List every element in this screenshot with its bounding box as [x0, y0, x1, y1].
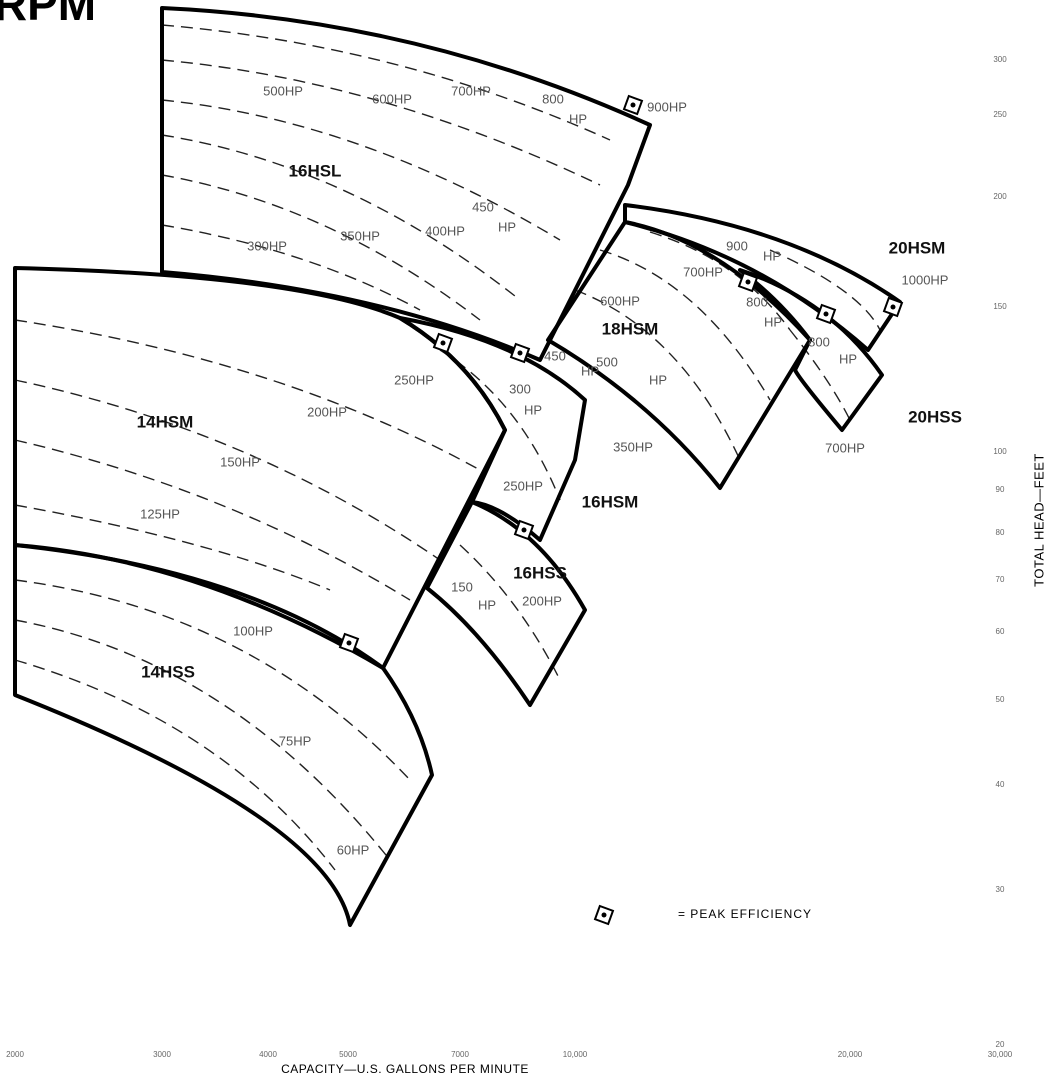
y-tick-label: 70 [996, 575, 1005, 584]
hp-label: 125HP [140, 506, 180, 521]
hp-label: 600HP [600, 293, 640, 308]
hp-label: HP [569, 111, 587, 126]
model-label: 20HSS [908, 407, 962, 426]
model-label: 14HSM [137, 412, 194, 431]
y-tick-label: 50 [996, 695, 1005, 704]
model-label: 20HSM [889, 238, 946, 257]
hp-label: 500 [596, 354, 618, 369]
hp-label: 250HP [394, 372, 434, 387]
hp-label: 1000HP [902, 272, 949, 287]
hp-label: 450 [472, 199, 494, 214]
hp-label: 250HP [503, 478, 543, 493]
hp-label: 75HP [279, 733, 312, 748]
hp-label: 200HP [307, 404, 347, 419]
y-tick-label: 250 [993, 110, 1007, 119]
model-label: 18HSM [602, 319, 659, 338]
hp-label: 400HP [425, 223, 465, 238]
hp-label: HP [764, 314, 782, 329]
hp-label: 800 [746, 294, 768, 309]
hp-label: 800 [542, 91, 564, 106]
model-label: 14HSS [141, 662, 195, 681]
hp-label: 700HP [451, 83, 491, 98]
hp-label: 60HP [337, 842, 370, 857]
hp-label: HP [498, 219, 516, 234]
y-tick-label: 80 [996, 528, 1005, 537]
y-tick-label: 90 [996, 485, 1005, 494]
peak-dot [630, 102, 636, 108]
title: RPM [0, 0, 96, 30]
hp-label: 300 [509, 381, 531, 396]
hp-label: 450 [544, 348, 566, 363]
hp-label: 150HP [220, 454, 260, 469]
x-tick-label: 4000 [259, 1050, 277, 1059]
peak-dot [890, 304, 896, 310]
peak-dot [440, 340, 446, 346]
y-tick-label: 30 [996, 885, 1005, 894]
hp-label: 900HP [647, 99, 687, 114]
hp-label: 600HP [372, 91, 412, 106]
y-tick-label: 20 [996, 1040, 1005, 1049]
hp-label: 700HP [683, 264, 723, 279]
hp-label: 700HP [825, 440, 865, 455]
x-tick-label: 10,000 [563, 1050, 588, 1059]
hp-label: 300HP [247, 238, 287, 253]
y-tick-label: 300 [993, 55, 1007, 64]
hp-label: 800 [808, 334, 830, 349]
hp-label: 100HP [233, 623, 273, 638]
peak-dot [745, 279, 751, 285]
hp-label: 350HP [613, 439, 653, 454]
x-tick-label: 20,000 [838, 1050, 863, 1059]
hp-label: 900 [726, 238, 748, 253]
peak-dot [521, 527, 527, 533]
peak-dot [601, 912, 607, 918]
y-tick-label: 60 [996, 627, 1005, 636]
hp-label: HP [581, 363, 599, 378]
hp-label: HP [524, 402, 542, 417]
y-axis-label: TOTAL HEAD—FEET [1031, 453, 1046, 587]
peak-dot [517, 350, 523, 356]
hp-label: HP [478, 597, 496, 612]
hp-label: HP [649, 372, 667, 387]
model-label: 16HSS [513, 563, 567, 582]
peak-dot [823, 311, 829, 317]
hp-label: 500HP [263, 83, 303, 98]
peak-efficiency-markers [338, 94, 904, 926]
x-tick-label: 2000 [6, 1050, 24, 1059]
x-tick-label: 5000 [339, 1050, 357, 1059]
hp-label: 150 [451, 579, 473, 594]
x-axis-label: CAPACITY—U.S. GALLONS PER MINUTE [281, 1062, 529, 1076]
x-tick-label: 3000 [153, 1050, 171, 1059]
hp-label: HP [839, 351, 857, 366]
peak-dot [346, 640, 352, 646]
x-tick-label: 30,000 [988, 1050, 1013, 1059]
hp-lines [14, 24, 881, 871]
model-label: 16HSL [289, 161, 342, 180]
y-tick-label: 150 [993, 302, 1007, 311]
hp-label: HP [763, 248, 781, 263]
hp-label: 200HP [522, 593, 562, 608]
regions [13, 6, 902, 927]
hp-label: 350HP [340, 228, 380, 243]
model-label: 16HSM [582, 492, 639, 511]
x-tick-label: 7000 [451, 1050, 469, 1059]
y-tick-label: 200 [993, 192, 1007, 201]
y-tick-label: 40 [996, 780, 1005, 789]
y-tick-label: 100 [993, 447, 1007, 456]
legend-label: = PEAK EFFICIENCY [678, 907, 812, 921]
